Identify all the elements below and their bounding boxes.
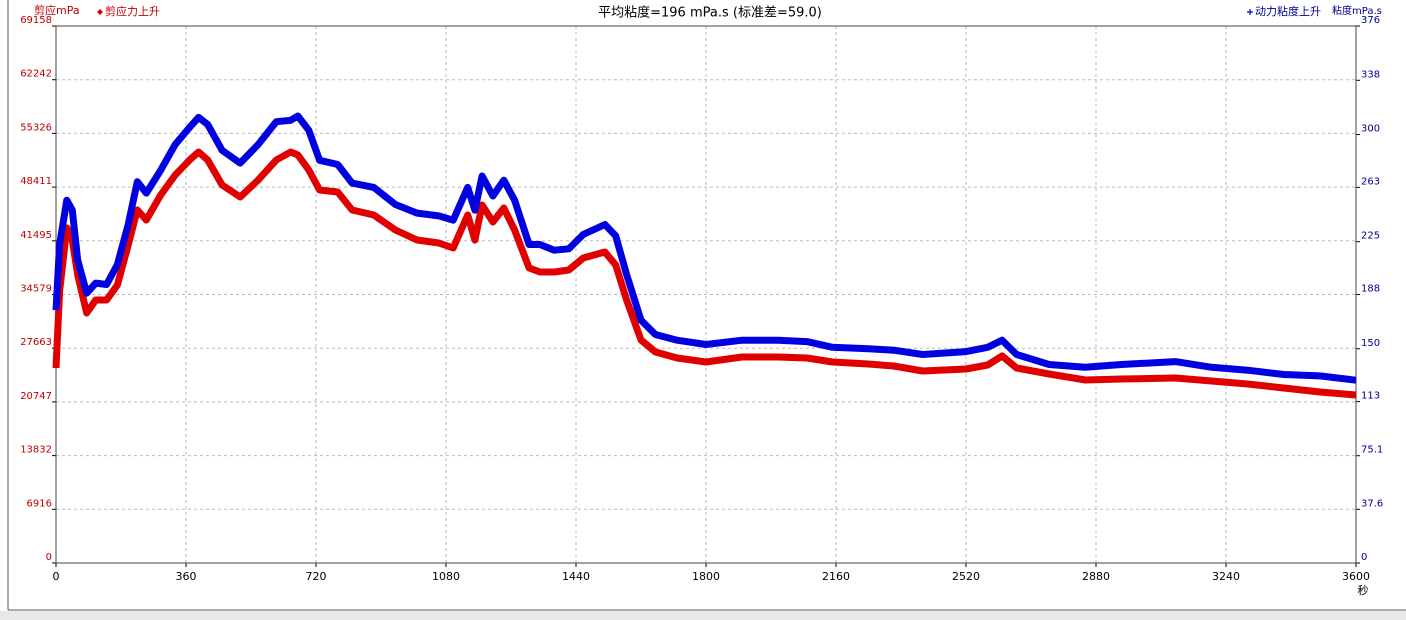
x-tick-label: 0 [53, 570, 60, 583]
chart-title: 平均粘度=196 mPa.s (标准差=59.0) [598, 5, 822, 21]
y-tick-label: 27663 [20, 337, 52, 348]
y-tick-label: 34579 [20, 284, 52, 295]
y-tick-label: 6916 [27, 498, 52, 509]
x-tick-label: 360 [176, 570, 197, 583]
x-axis-label: 秒 [1358, 583, 1369, 597]
x-tick-label: 1800 [692, 570, 720, 583]
x-tick-label: 2880 [1082, 570, 1110, 583]
y2-tick-label: 338 [1361, 69, 1380, 80]
x-tick-label: 720 [306, 570, 327, 583]
legend-marker [1247, 9, 1253, 15]
y2-tick-label: 300 [1361, 124, 1380, 135]
y-axis-label: 剪应mPa [34, 3, 80, 17]
y-tick-label: 62242 [20, 69, 52, 80]
y-tick-label: 48411 [20, 176, 52, 187]
y2-tick-label: 37.6 [1361, 498, 1383, 509]
y-tick-label: 13832 [20, 445, 52, 456]
y2-axis-label: 粘度mPa.s [1332, 4, 1382, 17]
legend-label: 剪应力上升 [105, 4, 160, 18]
series-line [52, 112, 1357, 384]
y2-tick-label: 188 [1361, 284, 1380, 295]
y2-tick-label: 263 [1361, 176, 1380, 187]
x-tick-label: 3240 [1212, 570, 1240, 583]
legend: 剪应力上升 动力粘度上升 [97, 4, 1321, 18]
legend-label: 动力粘度上升 [1255, 4, 1321, 18]
legend-marker [97, 9, 103, 15]
y2-tick-label: 75.1 [1361, 445, 1383, 456]
x-tick-label: 1080 [432, 570, 460, 583]
x-tick-label: 3600 [1342, 570, 1370, 583]
status-strip [0, 611, 1406, 620]
y-tick-label: 69158 [20, 15, 52, 26]
series-line [52, 148, 1357, 399]
y2-tick-label: 376 [1361, 15, 1380, 26]
x-tick-label: 2520 [952, 570, 980, 583]
y-tick-label: 20747 [20, 391, 52, 402]
y2-tick-label: 225 [1361, 231, 1380, 242]
x-tick-label: 2160 [822, 570, 850, 583]
y-tick-label: 41495 [20, 230, 52, 241]
y-tick-label: 55326 [20, 122, 52, 133]
x-tick-label: 1440 [562, 570, 590, 583]
y2-tick-label: 113 [1361, 391, 1380, 402]
y2-tick-label: 0 [1361, 552, 1367, 563]
y-tick-label: 0 [46, 552, 52, 563]
y2-tick-label: 150 [1361, 338, 1380, 349]
